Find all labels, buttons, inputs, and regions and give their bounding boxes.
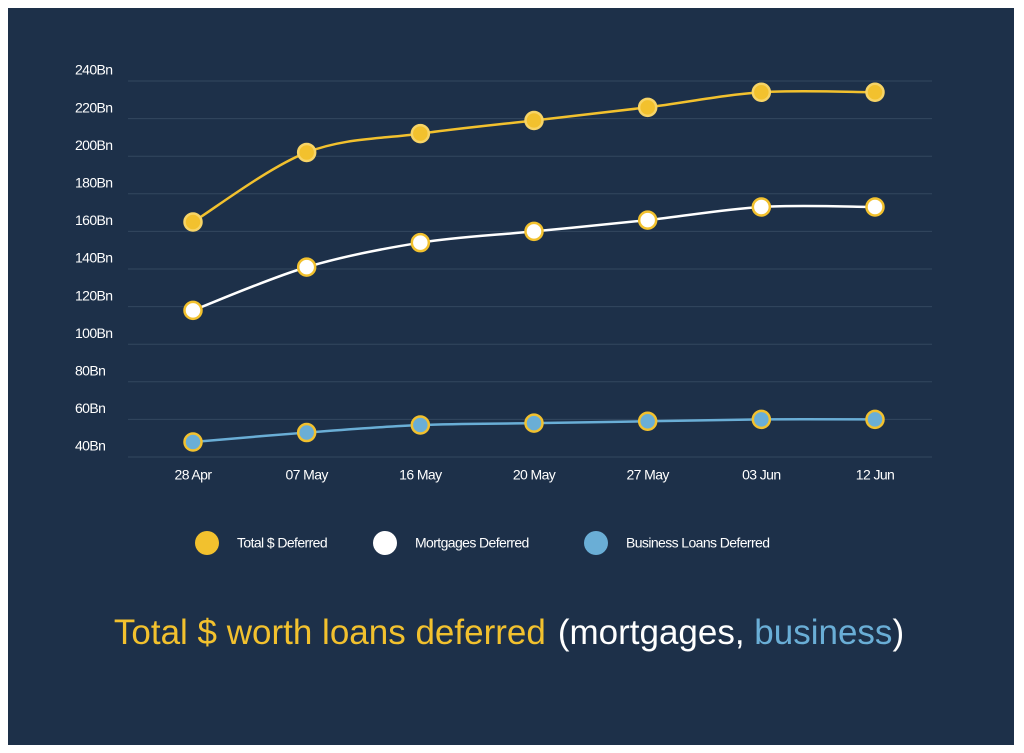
y-tick-label: 60Bn — [75, 400, 105, 416]
data-point — [183, 212, 203, 232]
data-point — [637, 97, 658, 118]
y-tick-label: 140Bn — [75, 250, 112, 266]
x-tick-label: 16 May — [399, 467, 442, 483]
title-part: business — [754, 613, 892, 652]
data-point — [751, 197, 772, 217]
legend-label: Total $ Deferred — [237, 535, 327, 551]
x-tick-label: 28 Apr — [175, 467, 213, 483]
data-point — [296, 257, 317, 277]
y-tick-label: 40Bn — [75, 438, 105, 454]
data-point — [637, 210, 658, 230]
data-point — [296, 142, 317, 163]
y-tick-label: 160Bn — [75, 212, 112, 228]
data-point — [296, 422, 317, 443]
y-tick-label: 180Bn — [75, 175, 112, 191]
x-tick-label: 20 May — [513, 467, 556, 483]
title-part: Total $ worth loans deferred — [114, 613, 546, 652]
chart-title: Total $ worth loans deferred (mortgages, … — [114, 613, 904, 652]
data-point — [865, 409, 885, 430]
data-point — [524, 110, 544, 131]
data-point — [524, 221, 544, 242]
title-part: ) — [892, 613, 904, 652]
data-point — [183, 432, 203, 452]
legend-marker — [195, 531, 219, 555]
data-point — [751, 82, 772, 103]
y-tick-label: 240Bn — [75, 62, 112, 78]
data-point — [183, 300, 203, 321]
x-tick-label: 07 May — [286, 467, 329, 483]
title-part: (mortgages, — [558, 613, 754, 652]
y-tick-label: 120Bn — [75, 287, 112, 303]
data-point — [865, 82, 885, 103]
y-tick-label: 220Bn — [75, 99, 112, 115]
panel — [8, 8, 1014, 745]
legend-marker — [373, 531, 397, 555]
legend-label: Business Loans Deferred — [626, 535, 769, 551]
y-tick-label: 80Bn — [75, 363, 105, 379]
data-point — [637, 411, 658, 432]
x-tick-label: 12 Jun — [856, 467, 894, 483]
data-point — [410, 415, 431, 435]
data-point — [865, 197, 885, 217]
x-tick-label: 03 Jun — [742, 467, 780, 483]
data-point — [751, 409, 772, 430]
data-point — [524, 413, 544, 433]
legend-label: Mortgages Deferred — [415, 535, 529, 551]
x-tick-label: 27 May — [627, 467, 670, 483]
data-point — [410, 123, 431, 144]
y-tick-label: 200Bn — [75, 137, 112, 153]
data-point — [410, 232, 431, 253]
y-tick-label: 100Bn — [75, 325, 112, 341]
legend-marker — [584, 531, 608, 555]
